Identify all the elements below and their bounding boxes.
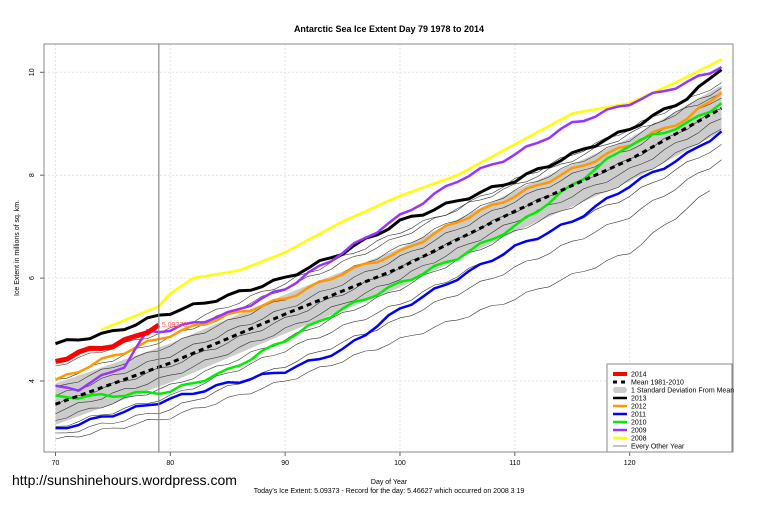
x-axis-label: Day of Year bbox=[371, 479, 408, 486]
series-lines bbox=[54, 58, 723, 430]
x-tick-label: 90 bbox=[281, 460, 289, 467]
legend-label: 2008 bbox=[631, 436, 647, 443]
subtitle: Today's Ice Extent: 5.09373 - Record for… bbox=[254, 488, 525, 495]
plot-frame bbox=[43, 43, 734, 453]
watermark-url: http://sunshinehours.wordpress.com bbox=[12, 472, 237, 488]
legend-swatch bbox=[613, 387, 627, 393]
series-line-mean-1981-2010 bbox=[54, 107, 723, 406]
other-year-line bbox=[55, 118, 722, 415]
y-tick-label: 10 bbox=[29, 68, 36, 76]
axis-ticks: 70 80 90 100 110 120 4 6 8 10 bbox=[29, 68, 636, 467]
x-tick-label: 70 bbox=[52, 460, 60, 467]
legend-label: 1 Standard Deviation From Mean bbox=[631, 388, 734, 395]
other-year-line bbox=[55, 159, 722, 434]
other-year-line bbox=[55, 144, 722, 427]
series-line-2013 bbox=[54, 68, 723, 346]
x-tick-label: 120 bbox=[624, 460, 636, 467]
legend-label: 2010 bbox=[631, 420, 647, 427]
other-year-line bbox=[55, 190, 711, 440]
other-year-line bbox=[55, 87, 722, 387]
y-tick-label: 6 bbox=[29, 276, 36, 280]
other-year-line bbox=[55, 92, 722, 367]
legend-label: 2013 bbox=[631, 396, 647, 403]
series-line-2009 bbox=[55, 66, 723, 393]
legend-label: 2012 bbox=[631, 404, 647, 411]
legend-label: Every Other Year bbox=[631, 444, 685, 451]
y-tick-label: 8 bbox=[29, 173, 36, 177]
x-tick-label: 110 bbox=[509, 460, 520, 467]
sd-band-area bbox=[55, 85, 722, 425]
legend-label: 2014 bbox=[631, 372, 647, 379]
x-tick-label: 80 bbox=[166, 460, 174, 467]
series-line-2008 bbox=[100, 58, 723, 331]
y-axis-label: Ice Extent in millions of sq. km. bbox=[14, 200, 21, 296]
series-line-2011 bbox=[55, 130, 723, 430]
x-tick-label: 100 bbox=[394, 460, 406, 467]
sd-band bbox=[55, 85, 722, 425]
legend-label: 2011 bbox=[631, 412, 646, 419]
today-value-label: 5.09373 bbox=[162, 322, 187, 329]
legend-label: Mean 1981-2010 bbox=[631, 380, 684, 387]
legend-label: 2009 bbox=[631, 428, 647, 435]
chart-title: Antarctic Sea Ice Extent Day 79 1978 to … bbox=[294, 24, 484, 34]
y-tick-label: 4 bbox=[29, 379, 36, 383]
other-year-line bbox=[55, 128, 722, 421]
legend-box bbox=[606, 363, 733, 453]
series-line-2010 bbox=[55, 102, 723, 400]
series-line-2012 bbox=[54, 91, 723, 381]
series-line-2014 bbox=[55, 322, 161, 364]
